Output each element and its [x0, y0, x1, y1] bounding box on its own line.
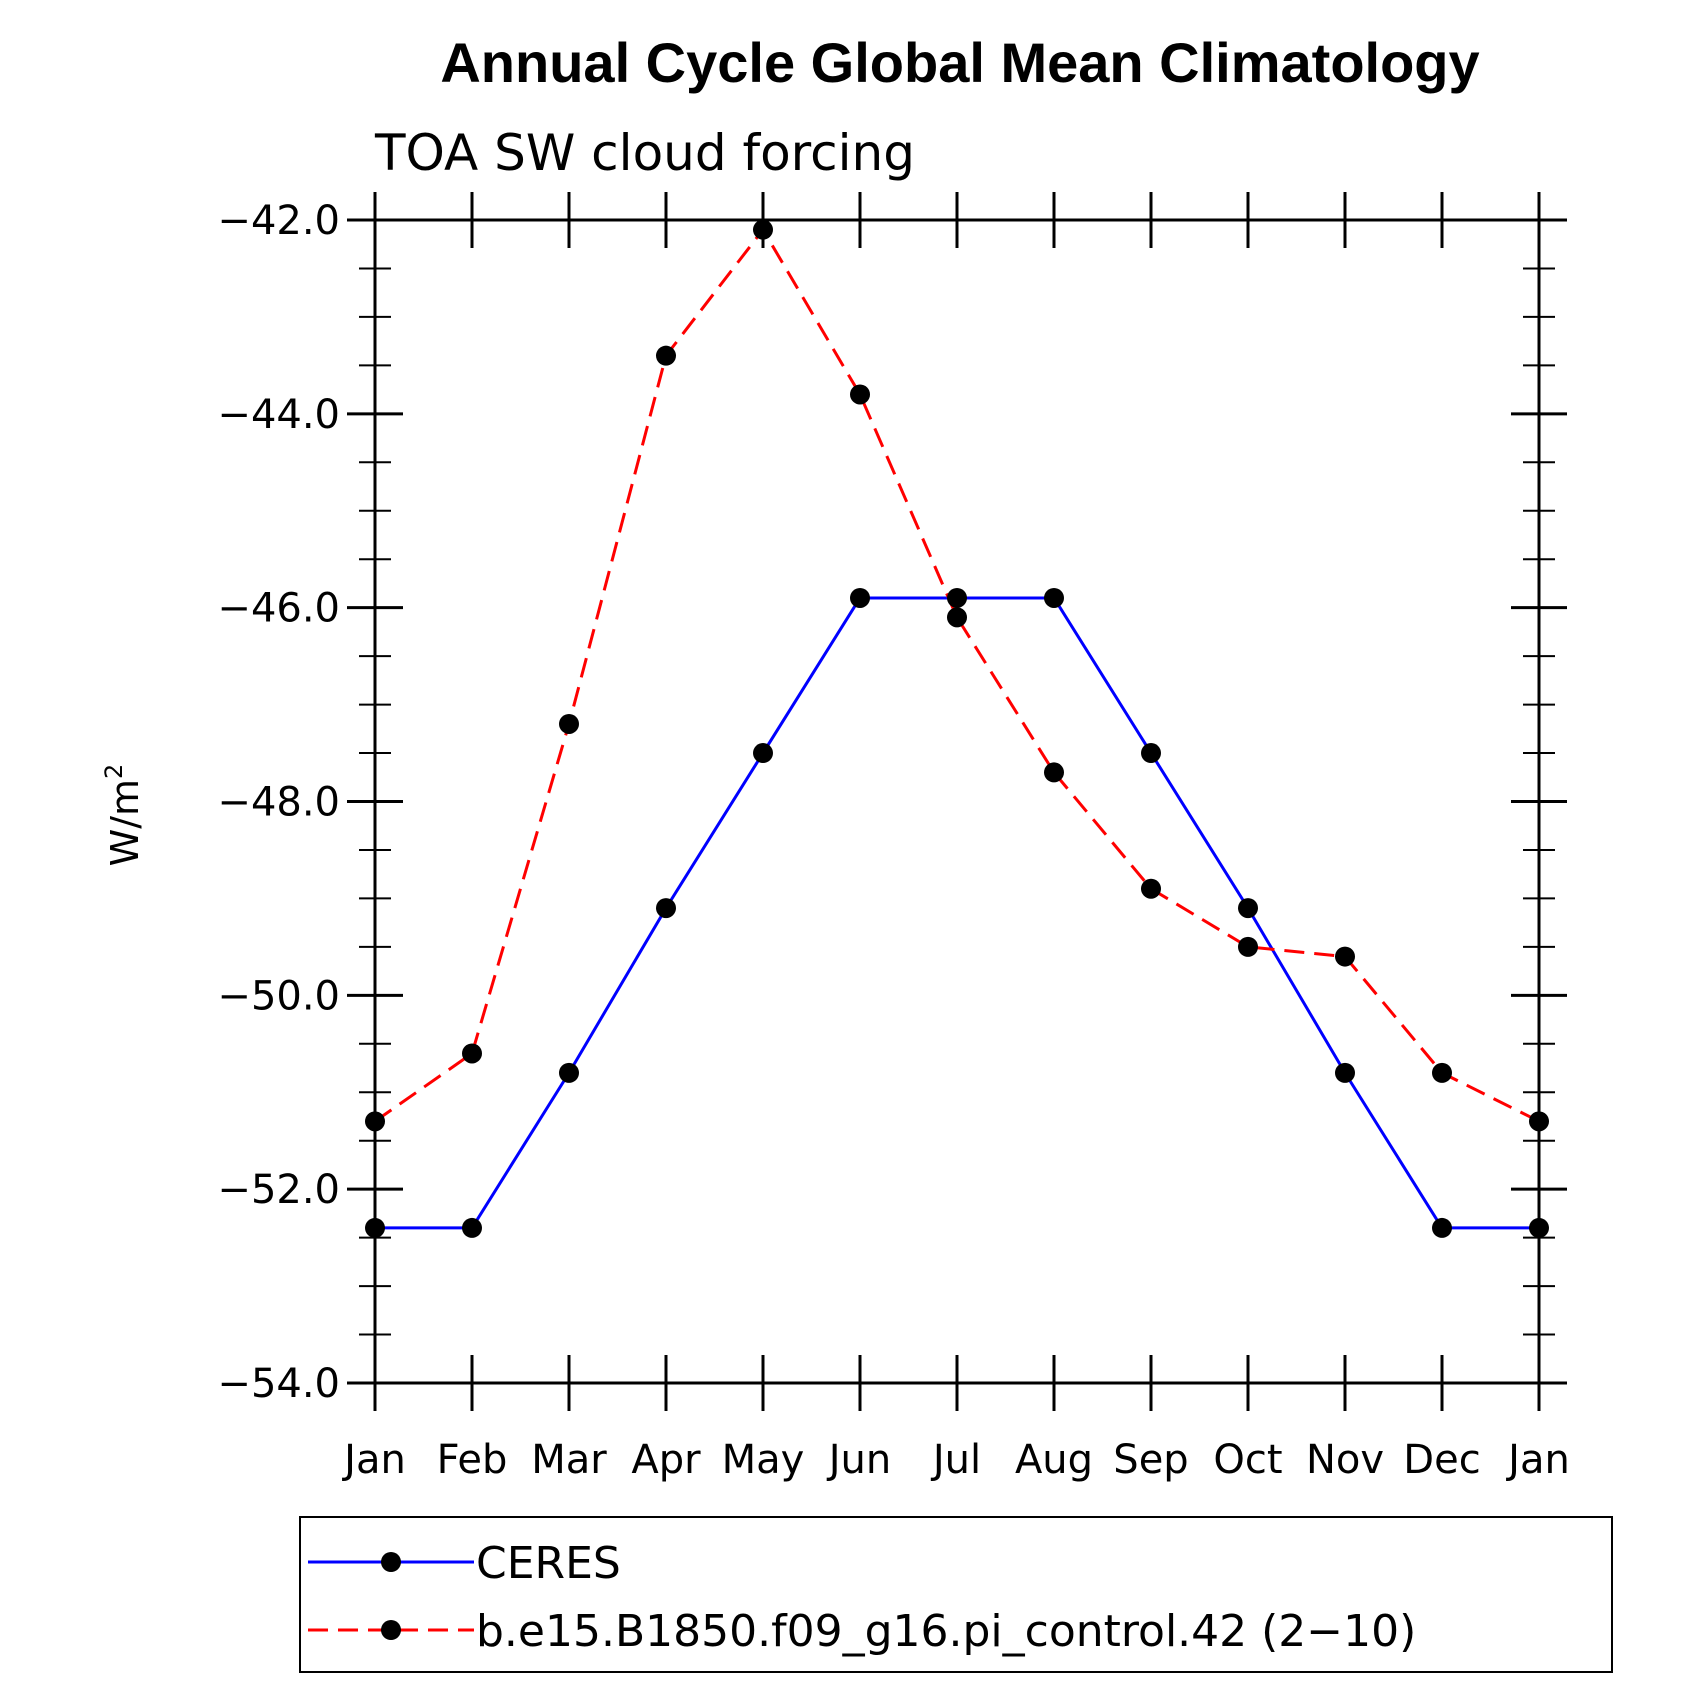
series-1-point — [1432, 1062, 1452, 1083]
x-tick-label: Feb — [437, 1437, 508, 1483]
series-0-point — [1044, 587, 1064, 608]
series-1-point — [559, 713, 579, 734]
x-tick-label: Jul — [930, 1437, 981, 1483]
series-1-point — [1044, 762, 1064, 783]
series-1-point — [1335, 946, 1355, 967]
series-1-point — [365, 1111, 385, 1132]
series-0-point — [1141, 743, 1161, 764]
series-1-point — [462, 1043, 482, 1064]
tick-label-layer: −54.0 −52.0 −50.0 −48.0 −46.0 −44.0 −42.0 Jan Fe… — [217, 198, 1569, 1483]
legend-box — [299, 1516, 1613, 1673]
series-1-point — [1238, 936, 1258, 957]
y-tick-label: −46.0 — [217, 586, 340, 632]
series-0-point — [1529, 1217, 1549, 1238]
y-tick-label: −54.0 — [217, 1361, 340, 1407]
legend: CERES b.e15.B1850.f09_g16.pi_control.42 … — [299, 1516, 1613, 1673]
y-tick-label: −50.0 — [217, 973, 340, 1019]
series-0-point — [1335, 1062, 1355, 1083]
y-tick-label: −52.0 — [217, 1167, 340, 1213]
series-1-point — [656, 345, 676, 366]
legend-marker-model — [381, 1620, 401, 1640]
series-layer — [365, 219, 1549, 1238]
x-tick-label: Aug — [1015, 1437, 1093, 1483]
chart-title: Annual Cycle Global Mean Climatology — [440, 31, 1479, 94]
x-tick-label: Sep — [1113, 1437, 1188, 1483]
series-0-point — [365, 1217, 385, 1238]
x-tick-label: Jan — [1505, 1437, 1570, 1483]
x-tick-label: Apr — [631, 1437, 701, 1483]
tick-layer — [347, 192, 1567, 1411]
x-tick-label: Jan — [341, 1437, 406, 1483]
x-tick-label: Dec — [1403, 1437, 1480, 1483]
y-axis-label-superscript: 2 — [100, 764, 128, 779]
series-1-point — [1141, 878, 1161, 899]
series-0-point — [559, 1062, 579, 1083]
series-1-point — [850, 384, 870, 405]
series-1-point — [753, 219, 773, 240]
y-tick-label: −48.0 — [217, 780, 340, 826]
y-axis-label: W/m2 — [100, 764, 147, 867]
y-axis-label-text: W/m — [103, 779, 147, 866]
chart-subtitle: TOA SW cloud forcing — [374, 124, 915, 182]
series-0-point — [947, 587, 967, 608]
svg-text:W/m2: W/m2 — [100, 764, 147, 867]
series-1-point — [1529, 1111, 1549, 1132]
series-0-point — [1432, 1217, 1452, 1238]
plot-frame — [373, 218, 1541, 1385]
x-tick-label: May — [722, 1437, 805, 1483]
series-0-point — [462, 1217, 482, 1238]
series-1-point — [947, 607, 967, 628]
legend-label-model: b.e15.B1850.f09_g16.pi_control.42 (2−10) — [476, 1606, 1416, 1657]
y-tick-label: −44.0 — [217, 392, 340, 438]
legend-marker-ceres — [381, 1552, 401, 1572]
x-tick-label: Jun — [826, 1437, 892, 1483]
x-tick-label: Nov — [1306, 1437, 1384, 1483]
y-tick-label: −42.0 — [217, 198, 340, 244]
series-line-1 — [374, 228, 1540, 1123]
legend-label-ceres: CERES — [476, 1538, 621, 1589]
x-tick-label: Oct — [1213, 1437, 1282, 1483]
series-0-point — [850, 587, 870, 608]
series-0-point — [753, 743, 773, 764]
series-0-point — [1238, 898, 1258, 919]
series-0-point — [656, 898, 676, 919]
series-line-0 — [375, 596, 1539, 1230]
x-tick-label: Mar — [531, 1437, 607, 1483]
